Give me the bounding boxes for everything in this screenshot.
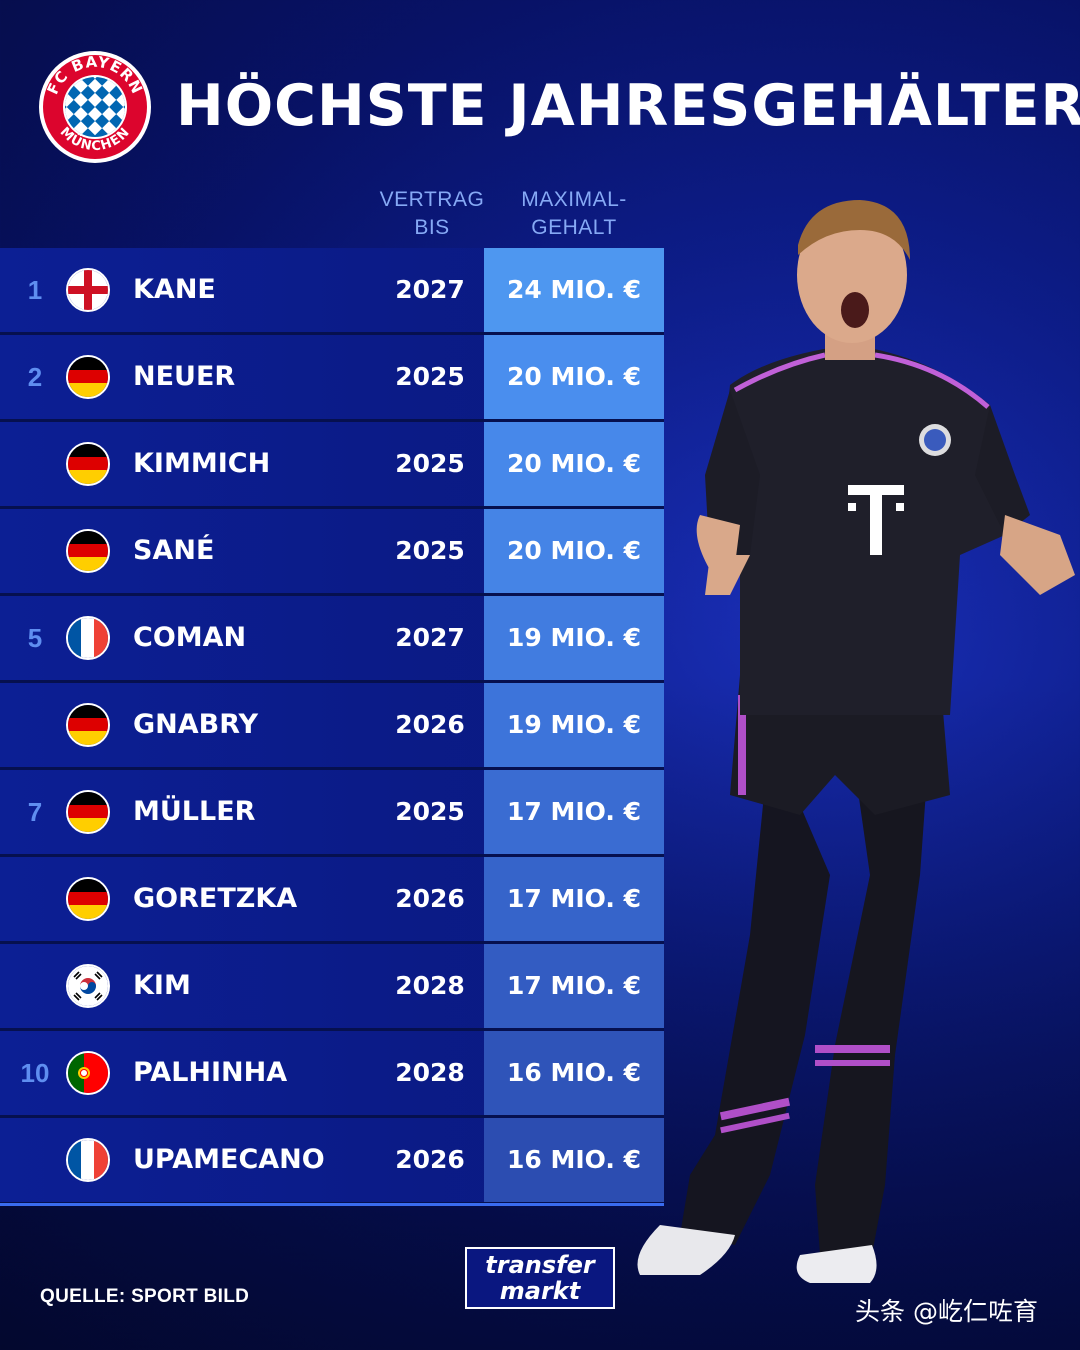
rank: 7 [27,797,43,827]
football-player-figure [637,200,1075,1283]
watermark: 头条 @屹仁咗育 [855,1297,1038,1326]
contract-year: 2027 [395,623,465,652]
salary-cell: 19 MIO. € [484,683,664,767]
table-row: 7 MÜLLER 2025 17 MIO. € [0,770,664,857]
salary-cell: 17 MIO. € [484,770,664,854]
player-name: KIMMICH [133,448,271,479]
player-name: PALHINHA [133,1057,288,1088]
table-row: 5 COMAN 2027 19 MIO. € [0,596,664,683]
contract-year: 2025 [395,449,465,478]
salary-cell: 17 MIO. € [484,944,664,1028]
france-flag-icon [66,616,110,660]
germany-flag-icon [66,790,110,834]
england-flag-icon [66,268,110,312]
column-header-gehalt-line2: GEHALT [531,216,617,239]
column-header-vertrag-line1: VERTRAG [379,188,485,211]
table-row: 2 NEUER 2025 20 MIO. € [0,335,664,422]
salary-cell: 16 MIO. € [484,1031,664,1115]
player-name: MÜLLER [133,796,256,827]
south-korea-flag-icon [66,964,110,1008]
salary-cell: 24 MIO. € [484,248,664,332]
rank [12,422,58,506]
column-header-vertrag-line2: BIS [414,216,450,239]
table-row: 10 PALHINHA 2028 16 MIO. € [0,1031,664,1118]
player-name: UPAMECANO [133,1144,325,1175]
rank [12,683,58,767]
germany-flag-icon [66,529,110,573]
table-row: KIM 2028 17 MIO. € [0,944,664,1031]
player-name: SANÉ [133,535,215,566]
page-title: HÖCHSTE JAHRESGEHÄLTER [176,73,1080,139]
transfermarkt-logo-line2: markt [499,1277,581,1305]
contract-year: 2026 [395,884,465,913]
rank [12,1118,58,1202]
salary-cell: 17 MIO. € [484,857,664,941]
player-name: COMAN [133,622,247,653]
rank [12,509,58,593]
contract-year: 2027 [395,275,465,304]
player-name: GORETZKA [133,883,298,914]
rank: 1 [27,275,43,305]
contract-year: 2028 [395,1058,465,1087]
rank [12,944,58,1028]
player-name: NEUER [133,361,236,392]
transfermarkt-logo: transfer markt [465,1247,615,1309]
contract-year: 2025 [395,797,465,826]
contract-year: 2025 [395,362,465,391]
table-row: GNABRY 2026 19 MIO. € [0,683,664,770]
contract-year: 2026 [395,1145,465,1174]
table-row: UPAMECANO 2026 16 MIO. € [0,1118,664,1205]
salary-cell: 19 MIO. € [484,596,664,680]
column-header-gehalt: MAXIMAL- GEHALT [490,186,658,242]
source-label: QUELLE: SPORT BILD [40,1286,250,1307]
table-row: SANÉ 2025 20 MIO. € [0,509,664,596]
france-flag-icon [66,1138,110,1182]
germany-flag-icon [66,703,110,747]
table-row: KIMMICH 2025 20 MIO. € [0,422,664,509]
salary-table: 1 KANE 2027 24 MIO. €2 NEUER 2025 20 MIO. € KIM… [0,248,664,1205]
player-name: KANE [133,274,216,305]
salary-cell: 20 MIO. € [484,335,664,419]
contract-year: 2028 [395,971,465,1000]
player-name: GNABRY [133,709,259,740]
rank [12,857,58,941]
germany-flag-icon [66,442,110,486]
germany-flag-icon [66,355,110,399]
transfermarkt-logo-line1: transfer [485,1251,595,1279]
contract-year: 2026 [395,710,465,739]
germany-flag-icon [66,877,110,921]
fc-bayern-logo: FC BAYERN MÜNCHEN [39,51,151,163]
column-header-gehalt-line1: MAXIMAL- [521,188,627,211]
player-name: KIM [133,970,191,1001]
contract-year: 2025 [395,536,465,565]
salary-cell: 20 MIO. € [484,509,664,593]
rank: 5 [27,623,43,653]
salary-cell: 20 MIO. € [484,422,664,506]
rank: 10 [20,1058,50,1088]
rank: 2 [27,362,43,392]
portugal-flag-icon [66,1051,110,1095]
salary-cell: 16 MIO. € [484,1118,664,1202]
table-bottom-line [0,1203,664,1206]
table-row: 1 KANE 2027 24 MIO. € [0,248,664,335]
column-header-vertrag: VERTRAG BIS [372,186,492,242]
table-row: GORETZKA 2026 17 MIO. € [0,857,664,944]
